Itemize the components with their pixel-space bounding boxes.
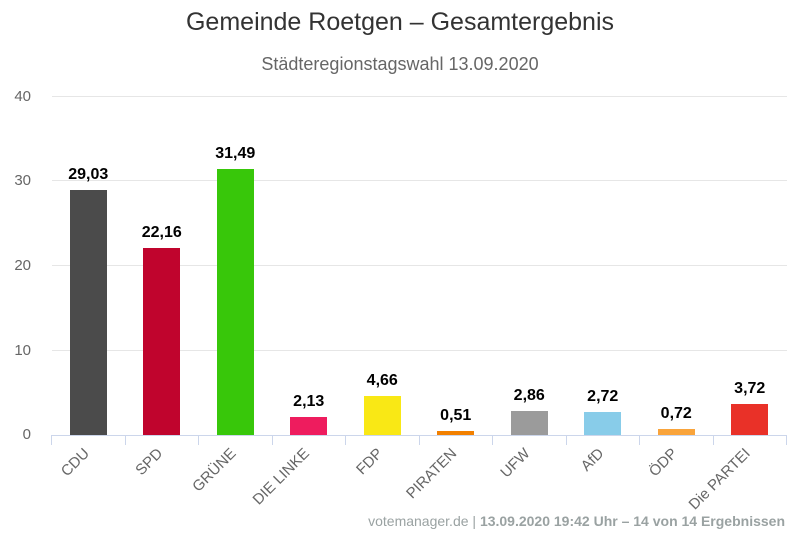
x-axis-tick: [639, 435, 640, 445]
bar-piraten[interactable]: [437, 431, 475, 436]
x-axis-tick: [786, 435, 787, 445]
bar-spd[interactable]: [143, 247, 181, 436]
gridline-30: [51, 180, 787, 182]
category-label-die-linke: DIE LINKE: [249, 444, 314, 509]
category-label-fdp: FDP: [353, 444, 387, 479]
bar-odp[interactable]: [657, 429, 695, 436]
x-axis-tick: [124, 435, 126, 445]
credits-info: 13.09.2020 19:42 Uhr – 14 von 14 Ergebni…: [479, 513, 785, 529]
bar-cdu[interactable]: [69, 189, 107, 436]
x-axis-tick: [198, 435, 199, 445]
value-label-odp: 0,72: [660, 405, 692, 423]
y-axis-label-0: 0: [22, 426, 31, 444]
x-axis-tick: [345, 435, 346, 445]
x-axis-tick: [492, 435, 493, 445]
value-label-ufw: 2,86: [513, 387, 545, 405]
category-label-afd: AfD: [577, 444, 608, 475]
x-axis-tick: [51, 435, 52, 445]
y-axis-label-40: 40: [14, 87, 31, 105]
value-label-cdu: 29,03: [68, 165, 109, 183]
category-label-grune: GRÜNE: [189, 444, 240, 496]
chart-title: Gemeinde Roetgen – Gesamtergebnis: [185, 8, 615, 36]
bar-afd[interactable]: [584, 412, 622, 436]
gridline-10: [51, 349, 787, 351]
x-axis-tick: [271, 435, 273, 445]
gridline-20: [51, 265, 787, 267]
category-label-die-partei: Die PARTEI: [686, 444, 755, 514]
value-label-die-partei: 3,72: [734, 379, 766, 397]
x-axis-tick: [418, 435, 420, 445]
value-label-afd: 2,72: [587, 388, 619, 406]
gridline-40: [51, 95, 787, 97]
x-axis-tick: [565, 435, 567, 445]
value-label-piraten: 0,51: [440, 407, 472, 425]
value-label-spd: 22,16: [141, 223, 182, 241]
category-label-spd: SPD: [132, 444, 167, 479]
credits: votemanager.de | 13.09.2020 19:42 Uhr – …: [368, 514, 785, 528]
value-label-grune: 31,49: [215, 144, 256, 162]
category-label-ufw: UFW: [497, 444, 534, 482]
category-label-piraten: PIRATEN: [403, 444, 461, 503]
credits-source: votemanager.de: [368, 513, 469, 529]
category-label-cdu: CDU: [57, 444, 93, 480]
chart-subtitle: Städteregionstagswahl 13.09.2020: [261, 54, 539, 74]
y-axis-label-30: 30: [14, 172, 31, 190]
bar-fdp[interactable]: [363, 396, 401, 436]
bar-ufw[interactable]: [510, 411, 548, 436]
category-label-odp: ÖDP: [645, 444, 681, 480]
credits-separator: |: [468, 513, 480, 529]
y-axis-label-20: 20: [14, 257, 31, 275]
bar-die-linke[interactable]: [290, 417, 328, 436]
value-label-die-linke: 2,13: [293, 393, 325, 411]
bar-grune[interactable]: [216, 168, 254, 436]
value-label-fdp: 4,66: [366, 371, 398, 389]
x-axis-tick: [712, 435, 714, 445]
bar-die-partei[interactable]: [731, 403, 769, 436]
y-axis-label-10: 10: [14, 341, 31, 359]
